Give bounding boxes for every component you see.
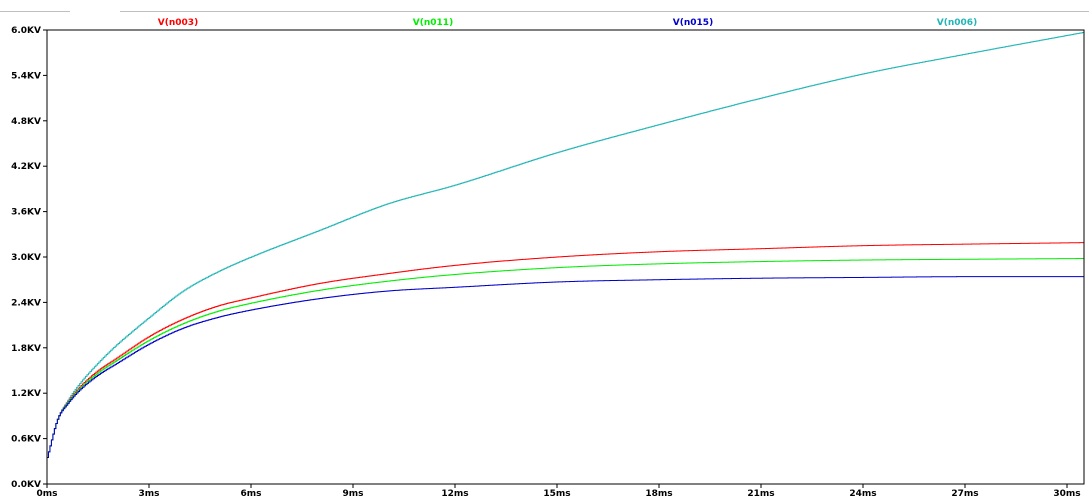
x-tick-label: 0ms [37, 489, 58, 497]
series-line[interactable] [47, 242, 1085, 459]
x-tick-label: 18ms [645, 489, 672, 497]
y-axis: 0.0KV 0.6KV 1.2KV 1.8KV 2.4KV 3.0KV 3.6KV 4.2KV… [11, 26, 47, 490]
legend-entry[interactable]: V(n003) [158, 18, 198, 28]
y-tick-label: 0.0KV [11, 480, 41, 490]
x-tick-label: 3ms [139, 489, 160, 497]
legend-entry[interactable]: V(n011) [413, 18, 453, 28]
x-tick-label: 30ms [1053, 489, 1080, 497]
series-line[interactable] [47, 276, 1084, 459]
series-line[interactable] [47, 258, 1085, 459]
y-tick-label: 4.8KV [11, 117, 41, 127]
traces [47, 32, 1085, 459]
plot-frame[interactable] [46, 29, 1085, 485]
x-tick-label: 24ms [849, 489, 876, 497]
pane-tab-edge [0, 11, 70, 12]
y-tick-label: 0.6KV [11, 435, 41, 445]
x-tick-label: 12ms [441, 489, 468, 497]
x-tick-label: 15ms [543, 489, 570, 497]
series-line[interactable] [47, 32, 1085, 459]
x-axis: 0ms 3ms 6ms 9ms 12ms 15ms 18ms 21ms 24ms 27ms 30ms [37, 484, 1081, 497]
x-tick-label: 21ms [747, 489, 774, 497]
y-tick-label: 1.2KV [11, 389, 41, 399]
x-tick-label: 27ms [951, 489, 978, 497]
y-tick-label: 6.0KV [11, 26, 41, 36]
y-tick-label: 5.4KV [11, 71, 41, 81]
y-tick-label: 4.2KV [11, 162, 41, 172]
y-tick-label: 3.0KV [11, 253, 41, 263]
legend-entry[interactable]: V(n006) [937, 18, 977, 28]
pane-tab-strip [0, 0, 1089, 12]
y-tick-label: 2.4KV [11, 298, 41, 308]
x-tick-label: 6ms [241, 489, 262, 497]
x-tick-label: 9ms [343, 489, 364, 497]
legend-entry[interactable]: V(n015) [673, 18, 713, 28]
pane-tab-edge [120, 11, 1089, 12]
y-tick-label: 3.6KV [11, 208, 41, 218]
y-tick-label: 1.8KV [11, 344, 41, 354]
legend: V(n003) V(n011) V(n015) V(n006) [158, 18, 977, 28]
